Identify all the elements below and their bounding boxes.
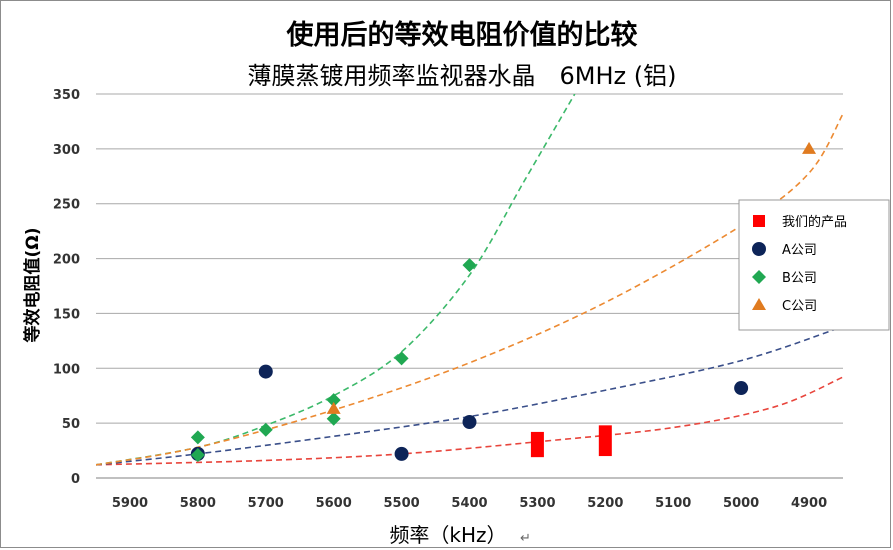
y-axis-label: 等效电阻值(Ω) [22, 228, 43, 343]
data-point-series-3 [326, 393, 341, 408]
x-tick-label: 5600 [316, 496, 352, 511]
y-tick-label: 50 [62, 417, 80, 432]
trend-line-series-3 [96, 94, 576, 466]
legend-marker [752, 270, 766, 284]
legend-marker [752, 298, 766, 310]
x-tick-labels: 5900 5800 5700 5600 5500 5400 5300 5200 5100 5000… [112, 496, 827, 511]
data-point-series-2 [258, 364, 273, 379]
x-tick-label: 5700 [248, 496, 284, 511]
x-tick-label: 5100 [655, 496, 691, 511]
data-point-series-4 [802, 141, 817, 154]
legend-label: 我们的产品 [782, 214, 847, 230]
x-tick-label: 5900 [112, 496, 148, 511]
y-tick-label: 200 [53, 253, 80, 268]
y-tick-label: 100 [53, 362, 80, 377]
grid-lines [96, 93, 843, 479]
data-point-series-3 [394, 351, 409, 366]
x-tick-label: 4900 [791, 496, 827, 511]
legend-label: A公司 [782, 243, 817, 258]
data-point-series-3 [462, 258, 477, 273]
x-tick-label: 5000 [723, 496, 759, 511]
data-point-series-3 [190, 447, 205, 462]
x-axis-label: 频率（kHz） [389, 523, 506, 547]
legend-marker [752, 242, 766, 256]
legend-marker [753, 215, 765, 227]
x-tick-label: 5400 [451, 496, 487, 511]
x-tick-label: 5200 [587, 496, 623, 511]
y-tick-label: 300 [53, 143, 80, 158]
x-tick-label: 5500 [383, 496, 419, 511]
y-tick-label: 350 [53, 88, 80, 103]
x-tick-label: 5300 [519, 496, 555, 511]
legend-label: C公司 [782, 299, 817, 314]
data-point-series-3 [190, 430, 205, 445]
y-tick-label: 0 [71, 472, 80, 487]
data-point-series-3 [258, 422, 273, 437]
data-point-series-1 [530, 431, 544, 458]
data-point-series-2 [394, 446, 409, 461]
x-tick-label: 5800 [180, 496, 216, 511]
data-point-series-4 [326, 401, 341, 414]
chart-title: 使用后的等效电阻价值的比较 [286, 19, 638, 51]
trend-line-series-4 [96, 113, 843, 466]
data-point-series-2 [462, 415, 477, 430]
data-point-series-3 [326, 411, 341, 426]
trend-line-series-1 [96, 376, 843, 466]
x-axis-label-suffix: ↵ [520, 531, 531, 546]
y-tick-label: 250 [53, 198, 80, 213]
y-tick-label: 150 [53, 307, 80, 322]
chart-subtitle: 薄膜蒸镀用频率监视器水晶 6MHz (铝) [248, 62, 677, 90]
y-tick-labels: 0 50 100 150 200 250 300 350 [53, 88, 80, 487]
data-point-series-2 [734, 381, 749, 396]
data-point-series-1 [598, 425, 612, 457]
data-points [190, 141, 817, 462]
legend-label: B公司 [782, 271, 817, 286]
legend: 我们的产品 A公司 B公司 C公司 [738, 199, 890, 331]
trend-lines [96, 94, 843, 466]
